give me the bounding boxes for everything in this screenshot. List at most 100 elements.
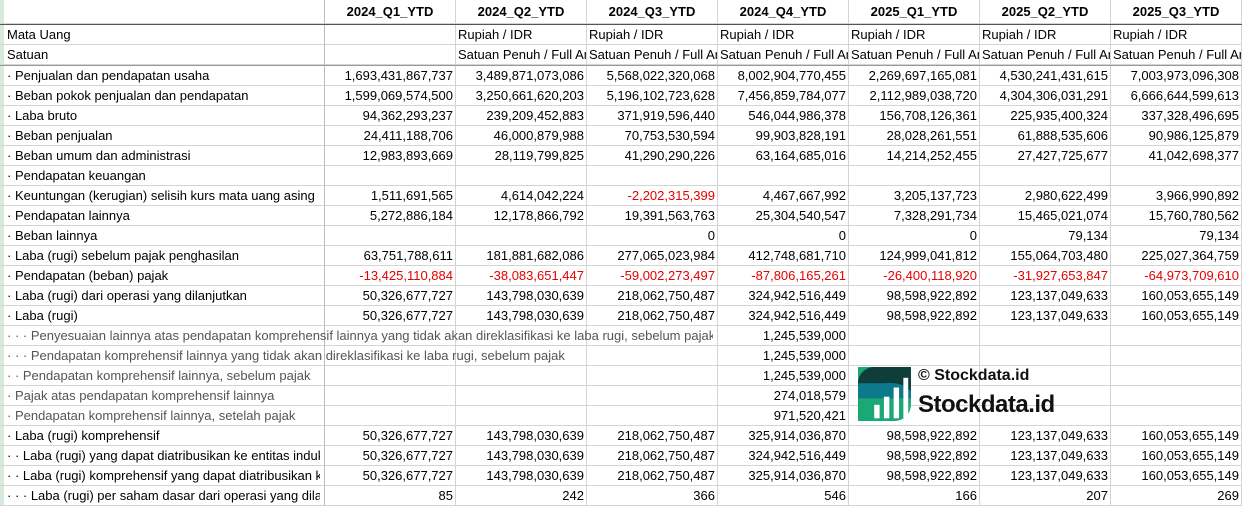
value-cell[interactable]: 70,753,530,594 — [587, 126, 718, 146]
value-cell[interactable]: 181,881,682,086 — [456, 246, 587, 266]
value-cell[interactable]: 123,137,049,633 — [980, 466, 1111, 486]
value-cell[interactable]: 24,411,188,706 — [325, 126, 456, 146]
value-cell[interactable]: 98,598,922,892 — [849, 466, 980, 486]
value-cell[interactable]: 371,919,596,440 — [587, 106, 718, 126]
value-cell[interactable]: 546,044,986,378 — [718, 106, 849, 126]
value-cell[interactable] — [325, 406, 456, 426]
value-cell[interactable]: 98,598,922,892 — [849, 426, 980, 446]
value-cell[interactable]: 143,798,030,639 — [456, 466, 587, 486]
value-cell[interactable]: 50,326,677,727 — [325, 426, 456, 446]
column-header[interactable]: 2024_Q3_YTD — [587, 0, 718, 24]
meta-cell[interactable]: Satuan Penuh / Full Amount — [587, 45, 718, 65]
value-cell[interactable]: 1,245,539,000 — [718, 346, 849, 366]
value-cell[interactable]: 274,018,579 — [718, 386, 849, 406]
value-cell[interactable]: 1,511,691,565 — [325, 186, 456, 206]
value-cell[interactable] — [849, 326, 980, 346]
value-cell[interactable]: 99,903,828,191 — [718, 126, 849, 146]
value-cell[interactable]: 337,328,496,695 — [1111, 106, 1242, 126]
row-label-cell[interactable]: · Beban umum dan administrasi — [0, 146, 325, 166]
value-cell[interactable] — [718, 166, 849, 186]
value-cell[interactable] — [849, 166, 980, 186]
value-cell[interactable]: -87,806,165,261 — [718, 266, 849, 286]
value-cell[interactable]: 2,112,989,038,720 — [849, 86, 980, 106]
value-cell[interactable] — [980, 166, 1111, 186]
value-cell[interactable]: 325,914,036,870 — [718, 466, 849, 486]
row-label-cell[interactable]: · Laba (rugi) — [0, 306, 325, 326]
meta-cell[interactable]: Satuan Penuh / Full Amount — [456, 45, 587, 65]
value-cell[interactable] — [587, 406, 718, 426]
row-label-cell[interactable]: · · · Penyesuaian lainnya atas pendapata… — [0, 326, 713, 346]
value-cell[interactable] — [456, 366, 587, 386]
value-cell[interactable] — [587, 166, 718, 186]
value-cell[interactable]: 143,798,030,639 — [456, 446, 587, 466]
value-cell[interactable]: -2,202,315,399 — [587, 186, 718, 206]
value-cell[interactable]: 50,326,677,727 — [325, 306, 456, 326]
value-cell[interactable] — [456, 406, 587, 426]
meta-cell[interactable] — [325, 45, 456, 65]
value-cell[interactable] — [456, 346, 587, 366]
meta-cell[interactable]: Rupiah / IDR — [1111, 25, 1242, 45]
value-cell[interactable] — [325, 346, 456, 366]
value-cell[interactable]: 207 — [980, 486, 1111, 506]
value-cell[interactable]: 8,002,904,770,455 — [718, 66, 849, 86]
value-cell[interactable] — [849, 386, 980, 406]
column-header[interactable]: 2025_Q1_YTD — [849, 0, 980, 24]
value-cell[interactable]: 50,326,677,727 — [325, 446, 456, 466]
value-cell[interactable]: 225,027,364,759 — [1111, 246, 1242, 266]
meta-cell[interactable]: Satuan Penuh / Full Amount — [980, 45, 1111, 65]
value-cell[interactable]: 218,062,750,487 — [587, 426, 718, 446]
column-header[interactable]: 2024_Q4_YTD — [718, 0, 849, 24]
value-cell[interactable]: -59,002,273,497 — [587, 266, 718, 286]
value-cell[interactable]: 0 — [718, 226, 849, 246]
row-label-cell[interactable]: · Pendapatan (beban) pajak — [0, 266, 325, 286]
value-cell[interactable]: 7,003,973,096,308 — [1111, 66, 1242, 86]
value-cell[interactable]: 160,053,655,149 — [1111, 426, 1242, 446]
value-cell[interactable]: 19,391,563,763 — [587, 206, 718, 226]
value-cell[interactable]: 61,888,535,606 — [980, 126, 1111, 146]
value-cell[interactable]: 324,942,516,449 — [718, 286, 849, 306]
column-header[interactable]: 2025_Q3_YTD — [1111, 0, 1242, 24]
meta-cell[interactable]: Rupiah / IDR — [456, 25, 587, 45]
meta-cell[interactable]: Rupiah / IDR — [718, 25, 849, 45]
value-cell[interactable] — [587, 326, 718, 346]
row-label-cell[interactable]: Mata Uang — [0, 25, 325, 45]
value-cell[interactable] — [456, 386, 587, 406]
value-cell[interactable] — [980, 366, 1111, 386]
value-cell[interactable]: 123,137,049,633 — [980, 306, 1111, 326]
value-cell[interactable]: 124,999,041,812 — [849, 246, 980, 266]
value-cell[interactable] — [1111, 166, 1242, 186]
row-label-cell[interactable]: · · Laba (rugi) yang dapat diatribusikan… — [0, 446, 325, 466]
value-cell[interactable] — [849, 406, 980, 426]
row-label-cell[interactable]: · Beban penjualan — [0, 126, 325, 146]
value-cell[interactable]: 50,326,677,727 — [325, 286, 456, 306]
value-cell[interactable]: 7,456,859,784,077 — [718, 86, 849, 106]
row-label-cell[interactable]: · Penjualan dan pendapatan usaha — [0, 66, 325, 86]
meta-cell[interactable]: Rupiah / IDR — [587, 25, 718, 45]
value-cell[interactable]: 98,598,922,892 — [849, 306, 980, 326]
value-cell[interactable] — [1111, 406, 1242, 426]
value-cell[interactable]: 4,304,306,031,291 — [980, 86, 1111, 106]
value-cell[interactable]: 123,137,049,633 — [980, 446, 1111, 466]
value-cell[interactable]: 143,798,030,639 — [456, 426, 587, 446]
value-cell[interactable] — [980, 346, 1111, 366]
value-cell[interactable]: 0 — [849, 226, 980, 246]
column-header[interactable]: 2024_Q2_YTD — [456, 0, 587, 24]
value-cell[interactable]: 156,708,126,361 — [849, 106, 980, 126]
value-cell[interactable]: 46,000,879,988 — [456, 126, 587, 146]
value-cell[interactable]: 160,053,655,149 — [1111, 466, 1242, 486]
value-cell[interactable] — [1111, 326, 1242, 346]
value-cell[interactable]: 1,245,539,000 — [718, 366, 849, 386]
value-cell[interactable]: 412,748,681,710 — [718, 246, 849, 266]
value-cell[interactable] — [980, 326, 1111, 346]
value-cell[interactable]: 546 — [718, 486, 849, 506]
meta-cell[interactable]: Satuan Penuh / Full Amount — [718, 45, 849, 65]
value-cell[interactable] — [325, 226, 456, 246]
meta-cell[interactable] — [325, 25, 456, 45]
meta-cell[interactable]: Rupiah / IDR — [980, 25, 1111, 45]
value-cell[interactable]: 15,760,780,562 — [1111, 206, 1242, 226]
value-cell[interactable]: 3,966,990,892 — [1111, 186, 1242, 206]
value-cell[interactable] — [456, 166, 587, 186]
value-cell[interactable]: 90,986,125,879 — [1111, 126, 1242, 146]
value-cell[interactable]: 5,196,102,723,628 — [587, 86, 718, 106]
meta-cell[interactable]: Rupiah / IDR — [849, 25, 980, 45]
